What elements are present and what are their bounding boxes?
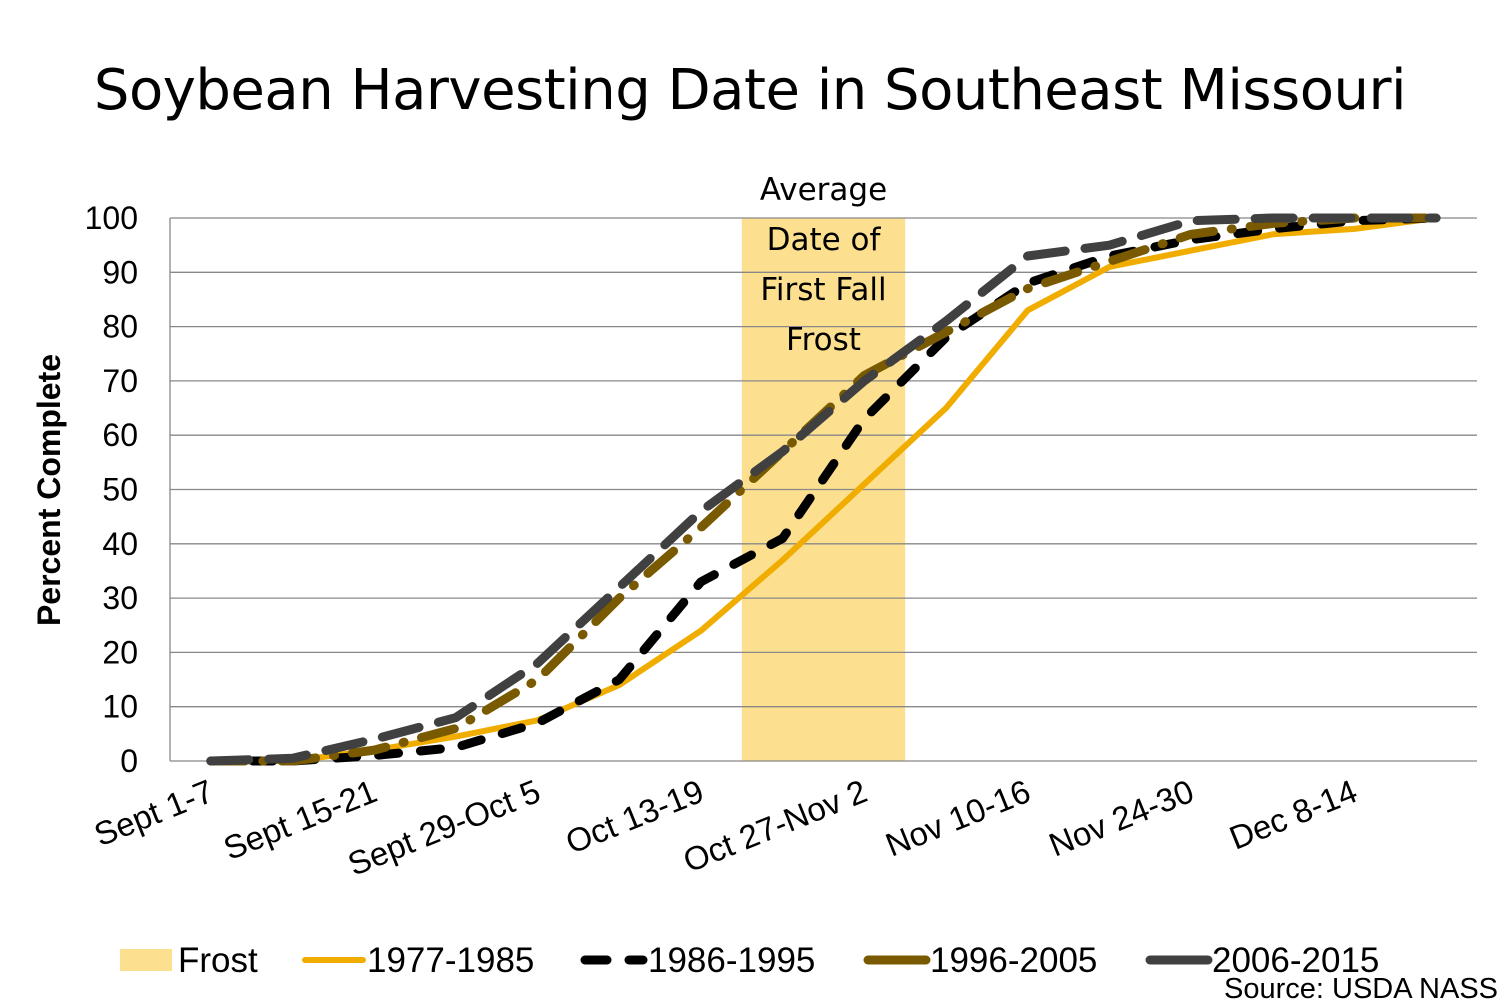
x-tick-label: Nov 10-16 — [880, 772, 1035, 863]
y-tick-label: 70 — [102, 363, 138, 399]
legend-label-2006-2015: 2006-2015 — [1212, 941, 1379, 980]
frost-annotation-line: Average — [760, 172, 887, 208]
y-tick-label: 0 — [120, 743, 138, 779]
source-note: Source: USDA NASS — [1224, 973, 1498, 1000]
y-tick-label: 100 — [85, 200, 138, 236]
frost-annotation-line: First Fall — [760, 272, 886, 308]
legend-label-frost: Frost — [178, 941, 258, 980]
x-tick-label: Oct 27-Nov 2 — [678, 772, 872, 879]
y-tick-label: 10 — [102, 689, 138, 725]
legend-label-1996-2005: 1996-2005 — [930, 941, 1097, 980]
gridlines — [169, 217, 1477, 762]
legend: Frost 1977-1985 1986-1995 1996-2005 2006-201… — [120, 941, 1379, 980]
frost-annotation: Average Date of First Fall Frost — [760, 172, 887, 358]
series-lines — [206, 213, 1441, 766]
y-tick-label: 80 — [102, 309, 138, 345]
y-tick-label: 30 — [102, 580, 138, 616]
y-tick-labels: 0 10 20 30 40 50 60 70 80 90 100 — [85, 200, 138, 779]
y-tick-label: 50 — [102, 472, 138, 508]
series-line-2006-2015 — [206, 213, 1441, 766]
x-tick-label: Nov 24-30 — [1044, 772, 1199, 863]
frost-annotation-line: Frost — [786, 322, 861, 358]
y-tick-label: 40 — [102, 526, 138, 562]
series-line-1977-1985 — [207, 215, 1440, 764]
x-tick-label: Sept 1-7 — [89, 772, 219, 853]
chart-title: Soybean Harvesting Date in Southeast Mis… — [93, 58, 1407, 123]
y-tick-label: 60 — [102, 417, 138, 453]
legend-label-1977-1985: 1977-1985 — [367, 941, 534, 980]
legend-swatch-frost — [120, 949, 172, 971]
legend-label-1986-1995: 1986-1995 — [648, 941, 815, 980]
y-tick-label: 90 — [102, 254, 138, 290]
x-tick-label: Dec 8-14 — [1224, 772, 1362, 856]
y-axis-label: Percent Complete — [31, 354, 67, 626]
series-line-1986-1995 — [206, 213, 1441, 766]
frost-annotation-line: Date of — [767, 222, 882, 258]
y-tick-label: 20 — [102, 634, 138, 670]
